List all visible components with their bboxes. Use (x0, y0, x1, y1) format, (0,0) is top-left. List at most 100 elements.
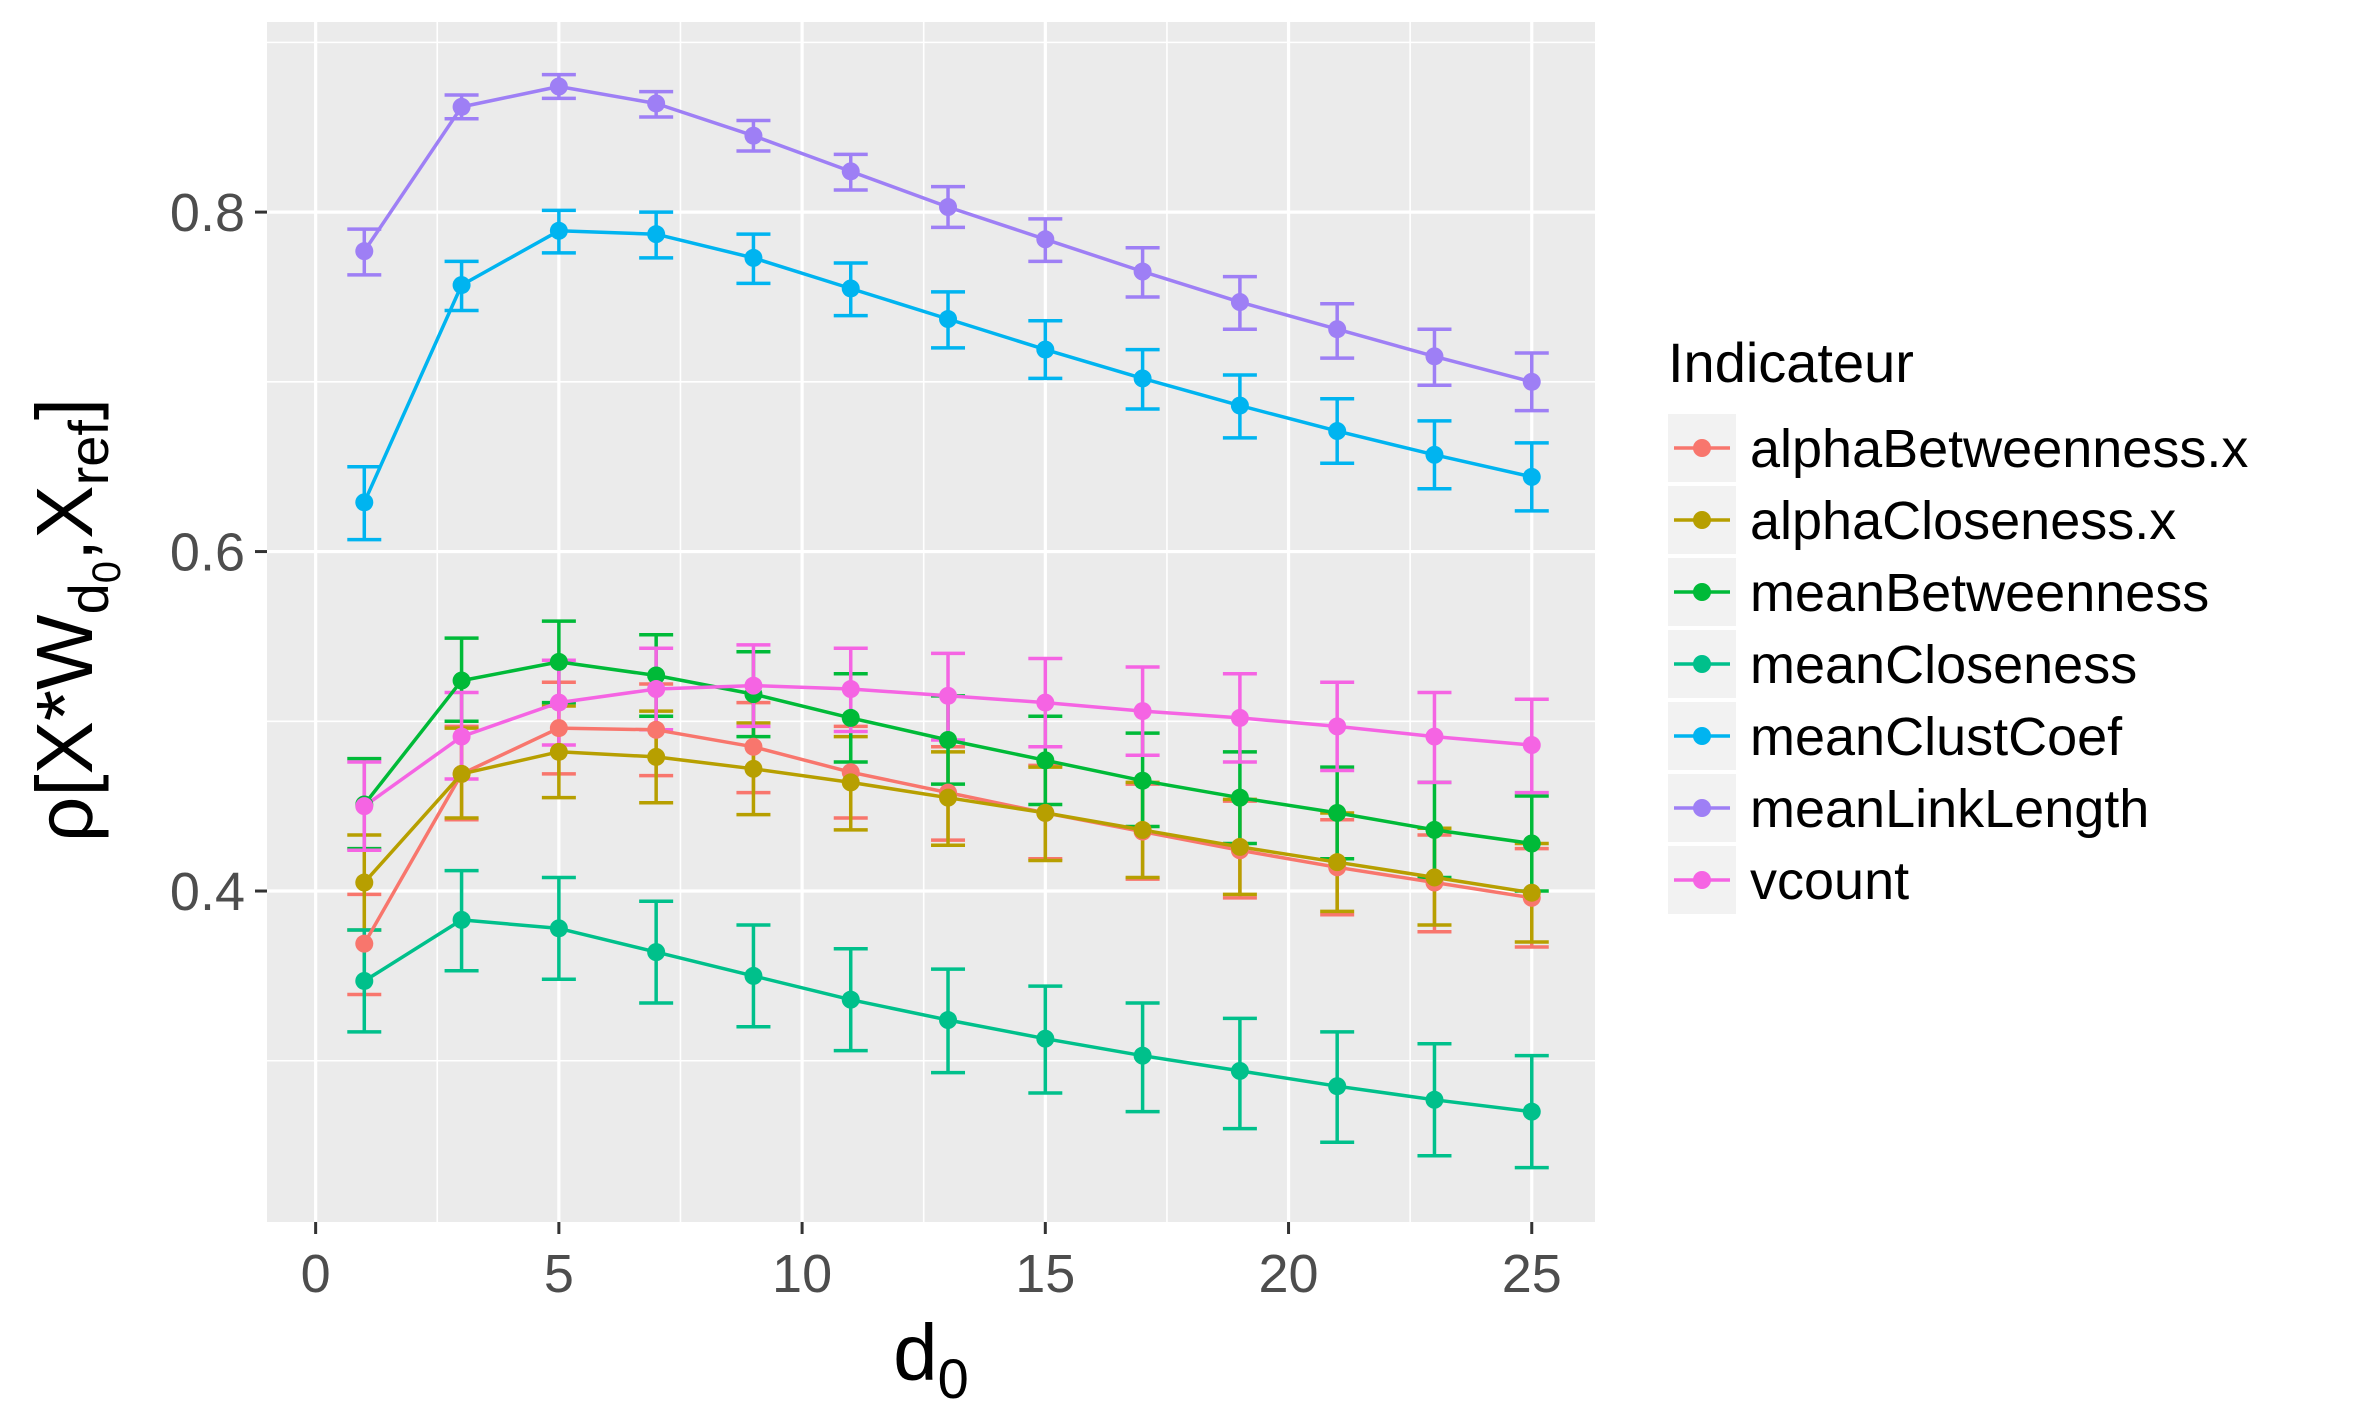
data-point-vcount (1522, 736, 1541, 755)
data-point-meanClustCoef (549, 221, 568, 240)
data-point-vcount (841, 680, 860, 699)
legend-label: meanBetweenness (1750, 563, 2209, 623)
data-point-vcount (1425, 727, 1444, 746)
data-point-alphaBetweenness.x (355, 934, 374, 953)
data-point-meanClustCoef (355, 493, 374, 512)
data-point-vcount (452, 727, 471, 746)
data-point-meanClustCoef (1230, 396, 1249, 415)
data-point-meanBetweenness (1522, 834, 1541, 853)
data-point-vcount (744, 676, 763, 695)
y-axis-title-rho: ρ (20, 797, 109, 843)
error-bars (347, 72, 1549, 1170)
data-point-alphaCloseness.x (1522, 883, 1541, 902)
legend-label: meanClustCoef (1750, 707, 2123, 767)
legend-key-point (1693, 799, 1711, 817)
y-axis-title: ρ[X*Wd0,Xref] (20, 398, 129, 842)
legend-title: Indicateur (1668, 331, 1914, 394)
legend: alphaBetweenness.x alphaCloseness.x meanBe… (1668, 414, 2248, 914)
data-point-alphaBetweenness.x (549, 719, 568, 738)
data-point-vcount (1036, 693, 1055, 712)
x-axis-title-subscript: 0 (938, 1347, 969, 1410)
data-point-alphaCloseness.x (744, 759, 763, 778)
data-point-vcount (1328, 717, 1347, 736)
data-point-vcount (1133, 702, 1152, 721)
data-point-meanLinkLength (939, 198, 958, 217)
data-point-meanBetweenness (1328, 803, 1347, 822)
data-point-meanCloseness (1328, 1077, 1347, 1096)
data-point-meanClustCoef (841, 279, 860, 298)
data-point-meanLinkLength (549, 77, 568, 96)
data-point-alphaBetweenness.x (647, 720, 666, 739)
data-point-meanCloseness (1230, 1061, 1249, 1080)
data-point-meanLinkLength (1230, 293, 1249, 312)
data-point-vcount (939, 686, 958, 705)
y-axis-title-sub3: ref (57, 420, 120, 486)
data-point-meanLinkLength (1133, 262, 1152, 281)
data-point-meanLinkLength (1036, 230, 1055, 249)
legend-key-point (1693, 439, 1711, 457)
data-point-meanCloseness (939, 1011, 958, 1030)
data-point-alphaBetweenness.x (744, 737, 763, 756)
data-point-meanBetweenness (939, 730, 958, 749)
x-tick-label: 10 (772, 1244, 832, 1304)
data-point-meanClustCoef (1522, 467, 1541, 486)
data-point-meanBetweenness (841, 708, 860, 727)
legend-label: meanLinkLength (1750, 779, 2149, 839)
data-point-meanClustCoef (452, 276, 471, 295)
data-point-meanCloseness (647, 943, 666, 962)
y-tick-label: 0.6 (170, 523, 245, 583)
y-tick-label: 0.8 (170, 183, 245, 243)
data-point-meanClustCoef (1425, 445, 1444, 464)
data-point-alphaCloseness.x (1425, 868, 1444, 887)
data-point-alphaCloseness.x (452, 764, 471, 783)
data-point-vcount (1230, 708, 1249, 727)
data-point-meanClustCoef (1328, 422, 1347, 441)
data-point-meanBetweenness (1230, 788, 1249, 807)
data-point-meanLinkLength (452, 97, 471, 116)
legend-key-point (1693, 511, 1711, 529)
data-point-meanCloseness (549, 919, 568, 938)
data-point-alphaCloseness.x (549, 742, 568, 761)
data-point-alphaCloseness.x (1133, 820, 1152, 839)
data-point-meanBetweenness (647, 666, 666, 685)
x-tick-label: 5 (544, 1244, 574, 1304)
data-point-meanCloseness (1133, 1046, 1152, 1065)
y-axis-title-close: ] (20, 398, 109, 420)
data-point-meanBetweenness (1425, 820, 1444, 839)
legend-key-point (1693, 655, 1711, 673)
x-tick-label: 20 (1258, 1244, 1318, 1304)
series-points (355, 77, 1541, 1121)
data-point-alphaCloseness.x (355, 873, 374, 892)
data-point-meanClustCoef (1133, 369, 1152, 388)
data-point-vcount (549, 693, 568, 712)
data-point-meanBetweenness (1133, 771, 1152, 790)
data-point-meanBetweenness (549, 652, 568, 671)
legend-key-point (1693, 727, 1711, 745)
data-point-alphaCloseness.x (1328, 853, 1347, 872)
grid-minor (267, 22, 1595, 1222)
data-point-meanLinkLength (841, 162, 860, 181)
data-point-meanBetweenness (1036, 751, 1055, 770)
legend-key-point (1693, 871, 1711, 889)
legend-label: alphaBetweenness.x (1750, 419, 2248, 479)
data-point-meanLinkLength (744, 126, 763, 145)
x-tick-label: 25 (1502, 1244, 1562, 1304)
data-point-meanLinkLength (647, 94, 666, 113)
data-point-alphaCloseness.x (1036, 803, 1055, 822)
data-point-meanLinkLength (355, 242, 374, 261)
data-point-alphaCloseness.x (939, 788, 958, 807)
data-point-meanCloseness (841, 990, 860, 1009)
plot-panel (267, 22, 1595, 1222)
data-point-meanCloseness (1425, 1090, 1444, 1109)
legend-label: meanCloseness (1750, 635, 2137, 695)
data-point-alphaCloseness.x (841, 773, 860, 792)
data-point-vcount (647, 680, 666, 699)
data-point-meanBetweenness (452, 671, 471, 690)
y-axis-title-part2: ,X (20, 485, 109, 561)
data-point-alphaCloseness.x (647, 747, 666, 766)
y-axis-title-sub1: d (57, 583, 120, 614)
data-point-meanLinkLength (1425, 347, 1444, 366)
data-point-meanCloseness (1522, 1102, 1541, 1121)
y-tick-label: 0.4 (170, 862, 245, 922)
